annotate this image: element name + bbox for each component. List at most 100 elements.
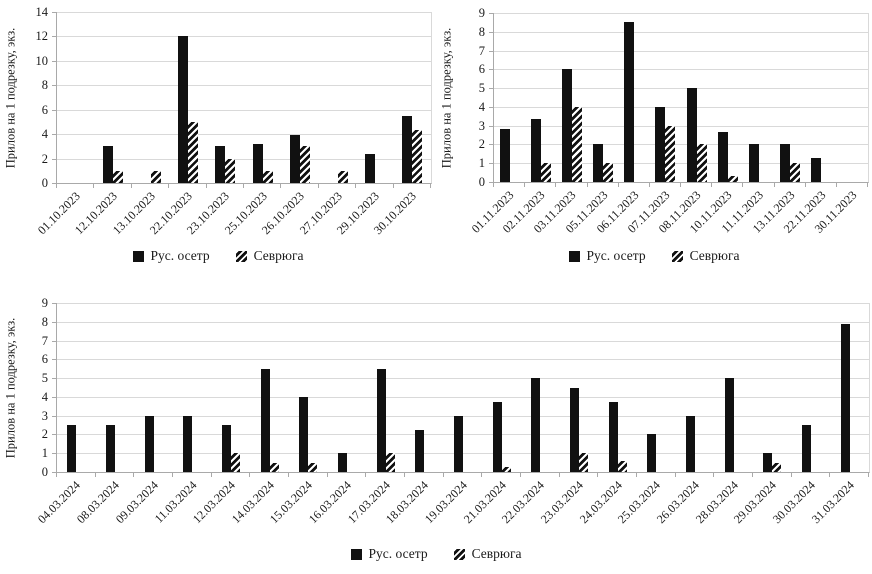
bar-rus-osetr xyxy=(608,401,618,472)
bar-rus-osetr xyxy=(624,22,635,182)
y-axis-tick xyxy=(489,163,493,165)
bar-rus-osetr xyxy=(106,425,115,472)
x-axis-tick xyxy=(774,183,775,187)
y-axis-tick xyxy=(52,36,56,38)
bar-sevryuga xyxy=(696,144,707,182)
x-axis-tick xyxy=(481,473,482,477)
gridline xyxy=(57,378,869,380)
bar-sevryuga xyxy=(262,170,273,183)
plot-area xyxy=(493,13,869,183)
bar-sevryuga xyxy=(501,467,511,472)
gridline xyxy=(494,50,868,52)
bar-sevryuga xyxy=(790,163,801,182)
bar-sevryuga xyxy=(225,158,236,183)
y-tick-label: 3 xyxy=(478,118,485,133)
x-axis-tick xyxy=(680,183,681,187)
x-axis-tick xyxy=(56,473,57,477)
y-axis-tick xyxy=(52,85,56,87)
bar-sevryuga xyxy=(412,130,423,183)
gridline xyxy=(494,163,868,165)
x-axis-tick xyxy=(829,473,830,477)
legend-item-rus-osetr: Рус. осетр xyxy=(568,248,646,264)
bar-rus-osetr xyxy=(215,146,226,183)
x-axis-tick xyxy=(95,473,96,477)
x-axis-tick xyxy=(168,184,169,188)
x-axis-tick xyxy=(443,473,444,477)
legend-label-sevryuga: Севрюга xyxy=(689,248,740,263)
bar-sevryuga xyxy=(150,170,161,183)
x-axis-tick xyxy=(172,473,173,477)
bar-sevryuga xyxy=(617,460,627,472)
y-axis-tick xyxy=(52,472,56,473)
y-tick-label: 3 xyxy=(41,408,48,423)
x-axis-tick xyxy=(393,184,394,188)
bar-sevryuga xyxy=(337,170,348,183)
bar-sevryuga xyxy=(113,170,124,183)
y-tick-label: 1 xyxy=(41,446,48,461)
legend-swatch-hatched xyxy=(235,250,247,262)
bar-sevryuga xyxy=(269,462,279,472)
bar-rus-osetr xyxy=(67,425,77,472)
legend-swatch-solid xyxy=(568,250,580,262)
x-axis-tick xyxy=(805,183,806,187)
y-axis-tick xyxy=(52,109,56,111)
bar-rus-osetr xyxy=(364,153,375,183)
y-tick-label: 2 xyxy=(41,151,48,166)
legend-swatch-hatched xyxy=(671,250,683,262)
bar-rus-osetr xyxy=(376,368,386,472)
legend: Рус. осетр Севрюга xyxy=(0,248,436,264)
y-axis-tick xyxy=(52,12,56,13)
legend-item-sevryuga: Севрюга xyxy=(671,248,740,264)
y-axis-tick xyxy=(52,396,56,398)
bar-rus-osetr xyxy=(763,453,773,472)
bar-sevryuga xyxy=(300,146,311,183)
bar-sevryuga xyxy=(385,453,395,472)
bar-sevryuga xyxy=(579,453,588,472)
bar-rus-osetr xyxy=(531,378,541,472)
bar-rus-osetr xyxy=(724,378,734,472)
gridline xyxy=(57,60,431,62)
bar-rus-osetr xyxy=(222,425,231,472)
bar-rus-osetr xyxy=(780,144,791,182)
bar-rus-osetr xyxy=(454,415,463,472)
legend-item-rus-osetr: Рус. осетр xyxy=(350,546,428,562)
y-tick-label: 7 xyxy=(478,43,485,58)
y-axis-tick xyxy=(52,158,56,160)
y-axis-tick xyxy=(52,303,56,304)
x-axis-tick xyxy=(791,473,792,477)
legend-label-rus-osetr: Рус. осетр xyxy=(150,248,210,263)
y-axis-tick xyxy=(489,88,493,90)
bar-rus-osetr xyxy=(686,88,697,182)
y-tick-label: 0 xyxy=(41,465,48,479)
x-axis-tick xyxy=(430,184,431,188)
legend-swatch-solid xyxy=(132,250,144,262)
y-tick-label: 0 xyxy=(41,176,48,190)
bar-sevryuga xyxy=(231,453,240,472)
legend-item-sevryuga: Севрюга xyxy=(453,546,521,562)
bar-rus-osetr xyxy=(717,132,728,182)
x-axis-tick xyxy=(675,473,676,477)
bar-rus-osetr xyxy=(290,135,301,183)
x-axis-tick xyxy=(555,183,556,187)
y-tick-label: 6 xyxy=(41,102,48,117)
y-tick-label: 0 xyxy=(478,175,485,189)
y-axis-tick xyxy=(52,321,56,323)
bar-rus-osetr xyxy=(499,129,510,182)
y-axis-tick xyxy=(489,182,493,183)
y-tick-label: 9 xyxy=(41,296,48,310)
x-axis-tick xyxy=(559,473,560,477)
x-axis-tick xyxy=(618,183,619,187)
y-axis-tick xyxy=(52,415,56,417)
gridline xyxy=(57,453,869,455)
bar-rus-osetr xyxy=(402,115,413,183)
gridline xyxy=(57,434,869,436)
x-axis-tick xyxy=(318,184,319,188)
x-axis-tick xyxy=(327,473,328,477)
x-axis-tick xyxy=(249,473,250,477)
bar-sevryuga xyxy=(308,462,318,472)
x-axis-tick xyxy=(280,184,281,188)
x-axis-tick xyxy=(524,183,525,187)
y-tick-label: 8 xyxy=(41,314,48,329)
y-axis-tick xyxy=(489,13,493,14)
